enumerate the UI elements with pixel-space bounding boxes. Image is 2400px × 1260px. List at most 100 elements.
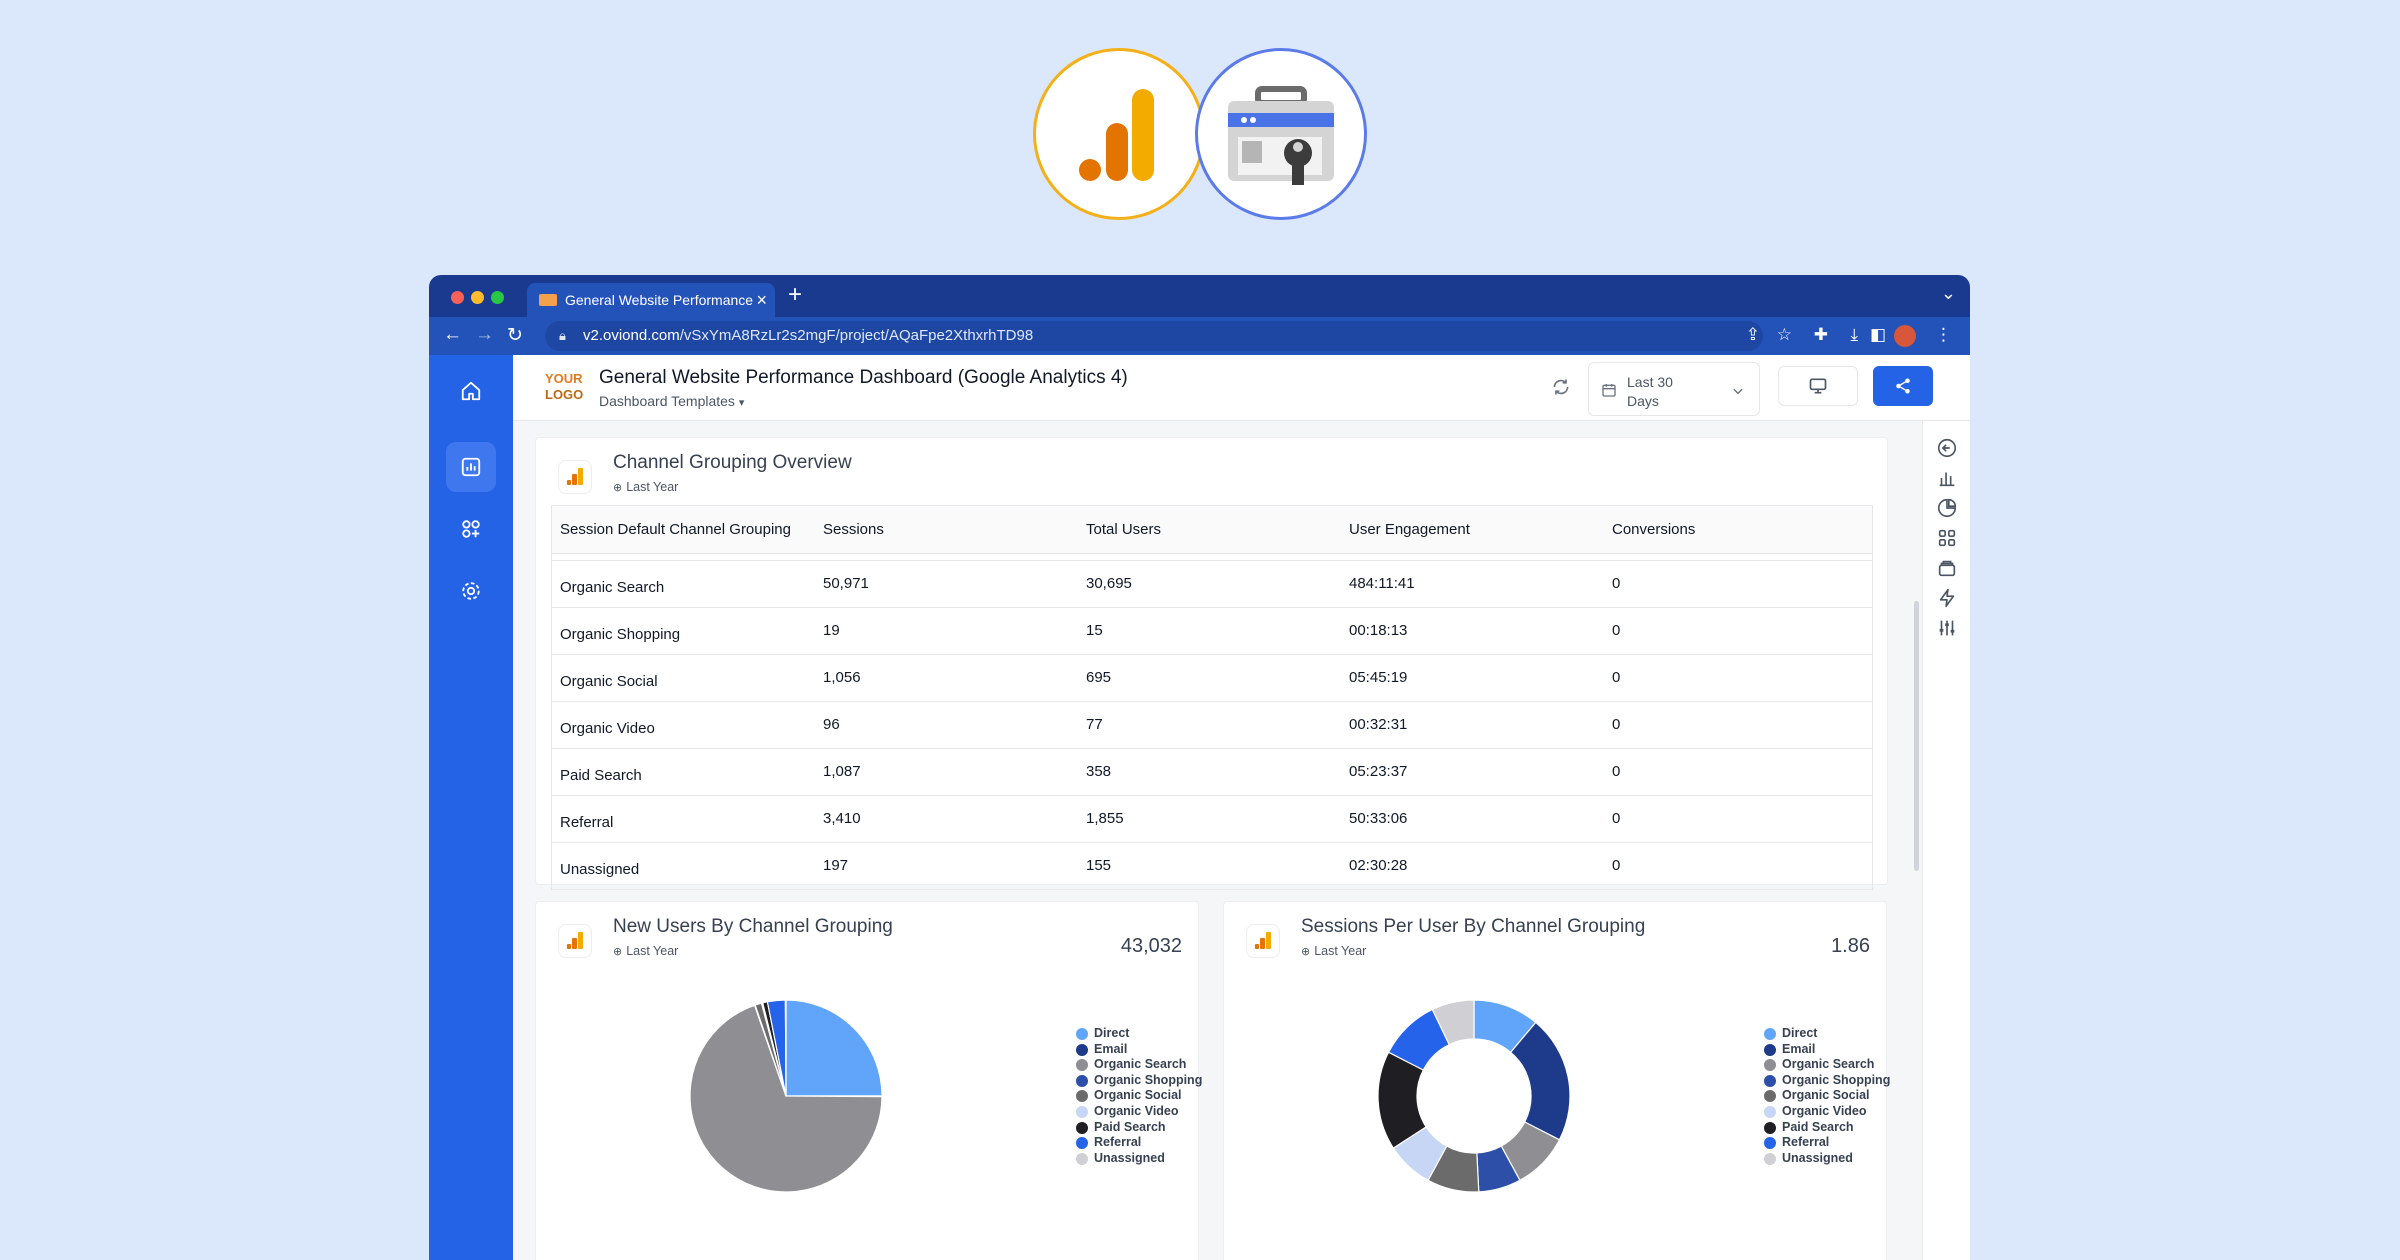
- date-range-label: Last 30 Days: [1627, 373, 1673, 411]
- maximize-window-button[interactable]: [491, 291, 504, 304]
- tab-list-chevron-icon[interactable]: ⌄: [1940, 283, 1956, 303]
- bar-chart-icon[interactable]: [1936, 467, 1958, 489]
- new-users-card: New Users By Channel Grouping ⊕ Last Year…: [535, 901, 1202, 1260]
- legend-item[interactable]: Email: [1762, 1042, 1890, 1058]
- card-period: ⊕ Last Year: [1301, 944, 1366, 958]
- date-range-picker[interactable]: Last 30 Days: [1588, 362, 1760, 416]
- card-period: ⊕ Last Year: [613, 480, 678, 494]
- table-cell: 1,087: [823, 763, 861, 780]
- dashboard-header: YOUR LOGO General Website Performance Da…: [513, 355, 1970, 421]
- table-cell: 0: [1612, 622, 1621, 639]
- column-header[interactable]: Total Users: [1086, 521, 1162, 538]
- legend-item[interactable]: Paid Search: [1074, 1120, 1202, 1136]
- legend-item[interactable]: Organic Social: [1074, 1088, 1202, 1104]
- legend-item[interactable]: Organic Social: [1762, 1088, 1890, 1104]
- tab-title: General Website Performance: [565, 292, 754, 308]
- collapse-left-icon[interactable]: [1936, 437, 1958, 459]
- legend-item[interactable]: Organic Shopping: [1762, 1073, 1890, 1089]
- legend-swatch: [1764, 1059, 1776, 1072]
- tab-close-icon[interactable]: ×: [756, 290, 767, 310]
- dashboard-templates-dropdown[interactable]: Dashboard Templates ▾: [599, 393, 744, 409]
- home-nav-button[interactable]: [446, 366, 496, 416]
- legend-item[interactable]: Paid Search: [1762, 1120, 1890, 1136]
- extensions-icon[interactable]: ✚: [1813, 325, 1828, 344]
- share-button[interactable]: [1873, 366, 1933, 406]
- legend-item[interactable]: Unassigned: [1762, 1151, 1890, 1167]
- legend-label: Referral: [1094, 1135, 1142, 1150]
- legend-label: Organic Social: [1782, 1088, 1870, 1103]
- card-period-label: Last Year: [1314, 944, 1367, 958]
- globe-icon: ⊕: [613, 482, 623, 494]
- search-console-icon: [1228, 86, 1334, 185]
- page-title: General Website Performance Dashboard (G…: [599, 367, 1128, 388]
- table-cell: 1,855: [1086, 810, 1124, 827]
- legend-swatch: [1764, 1105, 1776, 1118]
- card-period-label: Last Year: [626, 480, 679, 494]
- table-cell: 0: [1612, 810, 1621, 827]
- apps-nav-button[interactable]: [446, 504, 496, 554]
- share-page-icon[interactable]: ⇪: [1745, 325, 1760, 344]
- card-title: Channel Grouping Overview: [613, 452, 852, 473]
- legend-item[interactable]: Organic Search: [1074, 1057, 1202, 1073]
- legend-label: Organic Search: [1782, 1057, 1875, 1072]
- back-icon[interactable]: ←: [443, 324, 462, 345]
- table-cell: 0: [1612, 763, 1621, 780]
- analytics-icon: [1079, 89, 1154, 181]
- apps-icon: [462, 520, 480, 538]
- legend-item[interactable]: Referral: [1762, 1135, 1890, 1151]
- column-header[interactable]: Sessions: [823, 521, 884, 538]
- browser-menu-icon[interactable]: ⋮: [1935, 325, 1952, 344]
- gear-icon: [462, 582, 480, 600]
- legend-item[interactable]: Direct: [1074, 1026, 1202, 1042]
- column-header[interactable]: Session Default Channel Grouping: [560, 521, 791, 538]
- reload-icon[interactable]: ↻: [507, 325, 523, 346]
- sidepanel-icon[interactable]: ◧: [1869, 325, 1886, 344]
- layers-icon[interactable]: [1936, 557, 1958, 579]
- legend-label: Referral: [1782, 1135, 1830, 1150]
- browser-tab[interactable]: General Website Performance ×: [527, 283, 775, 317]
- reports-nav-button[interactable]: [446, 442, 496, 492]
- column-header[interactable]: User Engagement: [1349, 521, 1470, 538]
- profile-avatar[interactable]: [1894, 325, 1916, 347]
- legend-item[interactable]: Organic Video: [1762, 1104, 1890, 1120]
- legend-item[interactable]: Organic Shopping: [1074, 1073, 1202, 1089]
- widgets-icon[interactable]: [1936, 527, 1958, 549]
- minimize-window-button[interactable]: [471, 291, 484, 304]
- forward-icon[interactable]: →: [475, 324, 494, 345]
- filter-sliders-icon[interactable]: [1936, 617, 1958, 639]
- card-title: New Users By Channel Grouping: [613, 916, 893, 937]
- legend-label: Email: [1094, 1041, 1128, 1056]
- address-bar-row: ← → ↻ 🔒︎ v2.oviond.com/vSxYmA8RzLr2s2mgF…: [429, 317, 1970, 355]
- legend-swatch: [1076, 1137, 1088, 1150]
- new-tab-button[interactable]: +: [788, 281, 803, 308]
- present-button[interactable]: [1778, 366, 1858, 406]
- legend-label: Unassigned: [1094, 1150, 1165, 1165]
- refresh-icon[interactable]: [1551, 377, 1571, 397]
- pie-slice-direct[interactable]: [785, 999, 883, 1097]
- download-icon[interactable]: ⤓: [1850, 325, 1858, 344]
- legend-item[interactable]: Organic Video: [1074, 1104, 1202, 1120]
- pie-slice-organic-search[interactable]: [689, 1004, 883, 1193]
- pie-slice-unassigned[interactable]: [1431, 999, 1475, 1046]
- lightning-icon[interactable]: [1936, 587, 1958, 609]
- legend-item[interactable]: Referral: [1074, 1135, 1202, 1151]
- table-cell: Organic Shopping: [560, 626, 681, 643]
- tab-favicon: [539, 294, 557, 306]
- date-range-line-2: Days: [1627, 393, 1659, 409]
- pie-chart-icon[interactable]: [1936, 497, 1958, 519]
- column-header[interactable]: Conversions: [1612, 521, 1696, 538]
- close-window-button[interactable]: [451, 291, 464, 304]
- table-cell: 02:30:28: [1349, 857, 1408, 874]
- legend-swatch: [1764, 1028, 1776, 1040]
- legend-item[interactable]: Email: [1074, 1042, 1202, 1058]
- pie-slice-unassigned[interactable]: [784, 999, 787, 1097]
- settings-nav-button[interactable]: [446, 566, 496, 616]
- legend-item[interactable]: Unassigned: [1074, 1151, 1202, 1167]
- url-field[interactable]: 🔒︎ v2.oviond.com/vSxYmA8RzLr2s2mgF/proje…: [545, 321, 1763, 351]
- legend-item[interactable]: Organic Search: [1762, 1057, 1890, 1073]
- bookmark-star-icon[interactable]: ☆: [1776, 325, 1792, 344]
- legend-swatch: [1764, 1074, 1776, 1087]
- legend-item[interactable]: Direct: [1762, 1026, 1890, 1042]
- content-scrollbar[interactable]: [1914, 601, 1919, 871]
- browser-window: General Website Performance × + ⌄ ← → ↻ …: [429, 275, 1970, 1260]
